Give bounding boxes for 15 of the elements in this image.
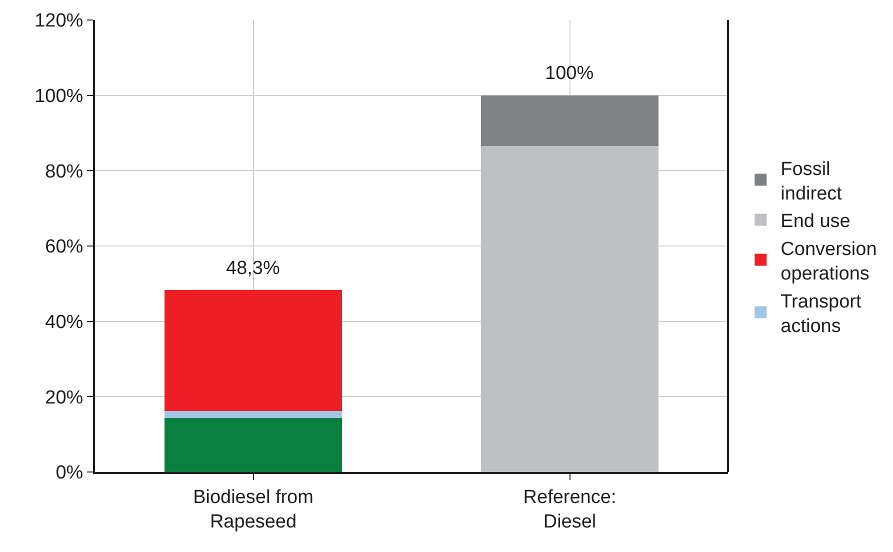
- total-label: 48,3%: [226, 258, 280, 279]
- y-tick-label: 80%: [45, 161, 84, 182]
- y-tick-label: 20%: [45, 387, 84, 408]
- y-tick-label: 0%: [56, 462, 84, 484]
- y-tick-label: 60%: [45, 236, 84, 258]
- x-tick-label: Biodiesel from Rapeseed: [193, 486, 314, 532]
- legend-label: Conversion operations: [780, 238, 877, 285]
- legend-label: End use: [780, 211, 850, 232]
- legend-label: Fossil indirect: [780, 158, 843, 204]
- y-tick-label: 120%: [34, 10, 84, 32]
- x-tick-label: Reference: Diesel: [523, 486, 616, 532]
- y-tick-label: 40%: [45, 312, 84, 333]
- total-label: 100%: [545, 63, 594, 84]
- y-tick-label: 100%: [34, 86, 84, 107]
- legend-label: Transport actions: [780, 291, 862, 337]
